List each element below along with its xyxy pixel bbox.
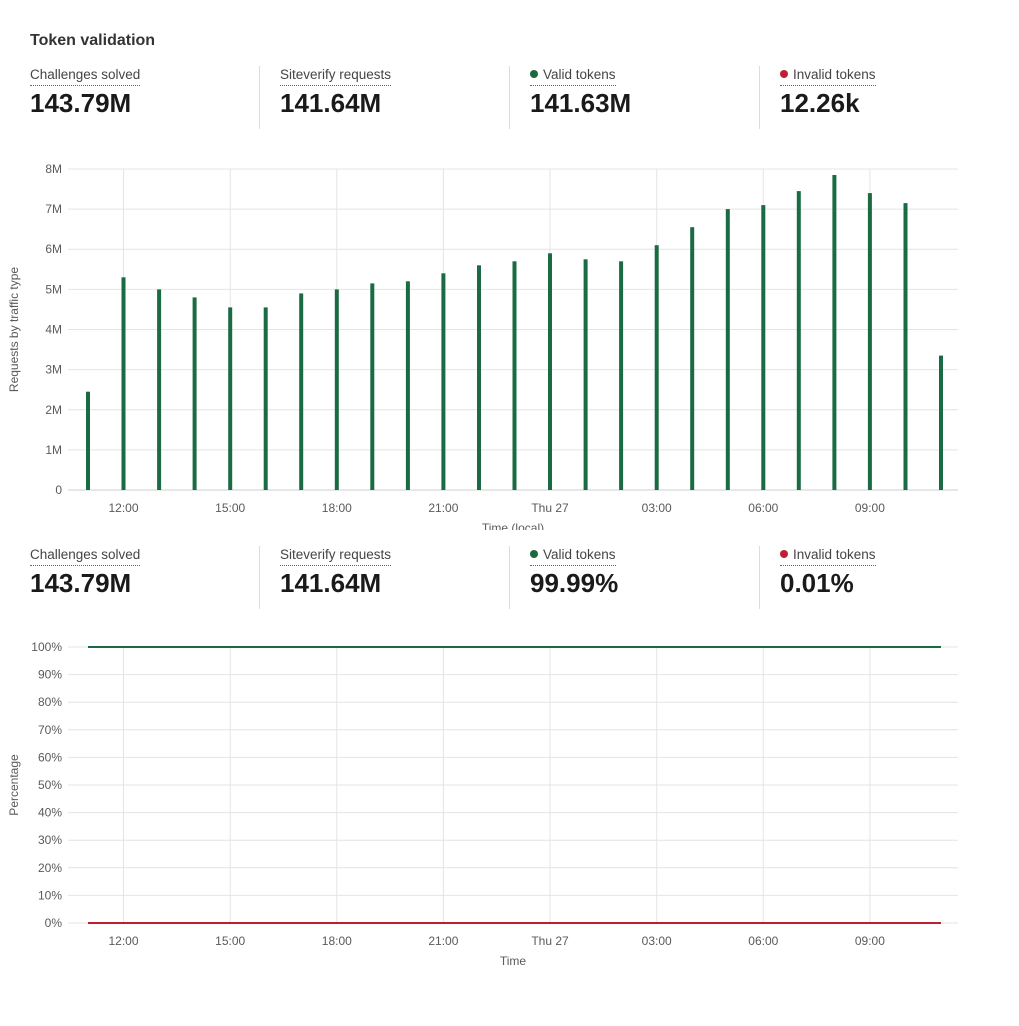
svg-text:90%: 90% <box>38 668 62 682</box>
svg-text:1M: 1M <box>45 443 62 457</box>
svg-text:03:00: 03:00 <box>642 501 672 515</box>
svg-text:Percentage: Percentage <box>7 754 21 816</box>
svg-text:12:00: 12:00 <box>108 934 138 948</box>
svg-text:06:00: 06:00 <box>748 501 778 515</box>
svg-text:100%: 100% <box>31 640 62 654</box>
svg-text:3M: 3M <box>45 363 62 377</box>
svg-text:10%: 10% <box>38 888 62 902</box>
svg-text:0%: 0% <box>45 916 63 930</box>
svg-text:40%: 40% <box>38 806 62 820</box>
svg-text:20%: 20% <box>38 861 62 875</box>
svg-text:8M: 8M <box>45 162 62 176</box>
svg-text:0: 0 <box>55 483 62 497</box>
svg-text:18:00: 18:00 <box>322 934 352 948</box>
svg-text:80%: 80% <box>38 695 62 709</box>
svg-text:09:00: 09:00 <box>855 934 885 948</box>
svg-text:Time: Time <box>500 954 527 968</box>
svg-text:06:00: 06:00 <box>748 934 778 948</box>
svg-text:7M: 7M <box>45 202 62 216</box>
svg-text:09:00: 09:00 <box>855 501 885 515</box>
svg-text:Time (local): Time (local) <box>482 521 544 530</box>
svg-text:15:00: 15:00 <box>215 934 245 948</box>
svg-text:4M: 4M <box>45 323 62 337</box>
svg-text:70%: 70% <box>38 723 62 737</box>
svg-text:Requests by traffic type: Requests by traffic type <box>7 267 21 393</box>
svg-text:Thu 27: Thu 27 <box>531 934 569 948</box>
svg-text:03:00: 03:00 <box>642 934 672 948</box>
svg-text:60%: 60% <box>38 750 62 764</box>
svg-text:15:00: 15:00 <box>215 501 245 515</box>
svg-text:2M: 2M <box>45 403 62 417</box>
svg-text:50%: 50% <box>38 778 62 792</box>
svg-text:Thu 27: Thu 27 <box>531 501 569 515</box>
svg-text:21:00: 21:00 <box>428 501 458 515</box>
svg-text:30%: 30% <box>38 833 62 847</box>
svg-text:18:00: 18:00 <box>322 501 352 515</box>
svg-text:6M: 6M <box>45 242 62 256</box>
svg-text:5M: 5M <box>45 282 62 296</box>
svg-text:21:00: 21:00 <box>428 934 458 948</box>
svg-text:12:00: 12:00 <box>108 501 138 515</box>
